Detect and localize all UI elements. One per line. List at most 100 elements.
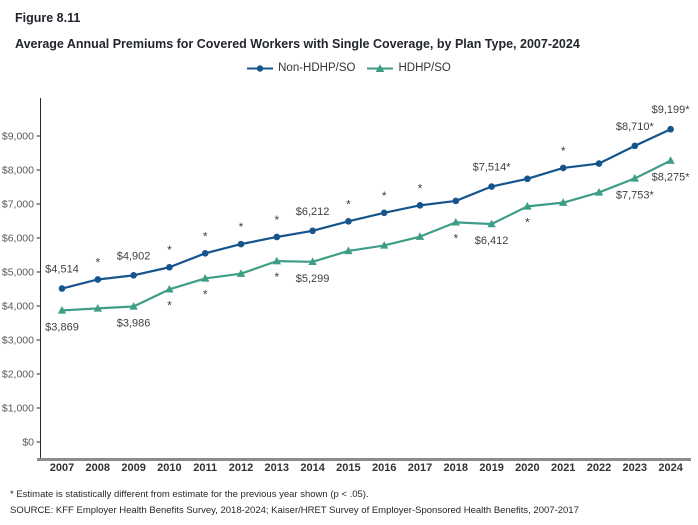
data-point [594,188,604,196]
legend: Non-HDHP/SO HDHP/SO [0,62,698,74]
significance-asterisk: * [525,215,530,229]
data-point-label: $6,412 [475,235,509,247]
x-year-label: 2009 [121,462,145,474]
x-year-label: 2021 [551,462,575,474]
significance-note: * Estimate is statistically different fr… [10,489,369,500]
y-tick-label: $5,000 [2,267,34,279]
data-point [345,218,352,225]
data-point [666,156,675,164]
data-point [524,175,531,183]
x-year-label: 2010 [157,462,181,474]
data-point [309,227,316,235]
data-point-label: $4,902 [117,250,151,262]
data-point [415,232,425,240]
line-triangle-marker-icon [367,63,394,72]
x-year-label: 2012 [229,462,253,474]
y-tick-label: $0 [22,437,34,449]
data-point [201,274,210,282]
y-tick-label: $1,000 [2,403,34,415]
x-year-label: 2019 [479,462,503,474]
data-point [595,160,603,167]
data-point-label: $7,514* [473,162,512,174]
data-point [488,183,495,190]
data-point [93,303,102,312]
x-year-label: 2011 [193,462,217,474]
x-year-label: 2023 [623,462,647,474]
data-point [380,209,388,217]
x-year-label: 2008 [86,462,110,474]
y-tick-label: $4,000 [2,301,34,313]
data-point [630,173,639,182]
x-year-label: 2007 [50,462,74,474]
data-point [236,269,246,277]
data-point-label: $7,753* [616,189,655,201]
x-year-label: 2020 [515,462,539,474]
data-point [631,142,639,150]
data-point [201,250,209,257]
data-point-label: $3,986 [117,317,151,329]
y-tick-label: $3,000 [2,335,34,347]
chart-title: Average Annual Premiums for Covered Work… [15,37,580,51]
data-point-label: $8,710* [616,121,655,133]
x-year-label: 2018 [444,462,468,474]
significance-asterisk: * [561,144,566,158]
x-year-label: 2022 [587,462,611,474]
x-year-label: 2017 [408,462,432,474]
x-year-label: 2014 [300,462,325,474]
significance-asterisk: * [167,298,172,312]
data-point [523,201,532,210]
significance-asterisk: * [203,287,208,301]
significance-asterisk: * [274,270,279,284]
legend-item-non-hdhp-so: Non-HDHP/SO [247,62,355,74]
data-point [237,240,245,248]
data-point-label: $6,212 [296,206,330,218]
data-point [452,197,460,205]
data-point [272,256,281,265]
data-point [380,241,389,249]
line-circle-marker-icon [247,64,274,72]
data-point-label: $5,299 [296,273,330,285]
significance-asterisk: * [239,220,244,234]
significance-asterisk: * [382,189,387,203]
data-point [166,263,173,271]
data-point [273,233,281,241]
series-line-hdhp-so [61,159,672,312]
significance-asterisk: * [95,255,100,269]
significance-asterisk: * [203,229,208,243]
data-point-label: $4,514 [45,264,79,276]
series-line-non-hdhp-so [61,128,672,290]
significance-asterisk: * [453,231,458,245]
data-point-label: $9,199* [652,104,691,116]
data-point [165,284,174,293]
data-point [94,276,102,283]
legend-label: Non-HDHP/SO [278,62,356,74]
x-year-label: 2013 [265,462,289,474]
data-point [559,198,568,206]
significance-asterisk: * [167,243,172,257]
y-tick-label: $2,000 [2,369,34,381]
x-year-label: 2016 [372,462,396,474]
data-point [451,217,460,226]
x-year-label: 2015 [336,462,360,474]
source-note: SOURCE: KFF Employer Health Benefits Sur… [10,505,579,516]
y-tick-label: $9,000 [2,131,34,143]
data-point [344,246,353,255]
data-point [130,272,137,279]
data-point [667,125,674,133]
data-point [58,285,66,292]
data-point-label: $3,869 [45,321,79,333]
x-year-label: 2024 [658,462,683,474]
data-point [308,257,317,266]
y-tick-label: $6,000 [2,233,34,245]
figure-label: Figure 8.11 [15,11,81,25]
significance-asterisk: * [418,181,423,195]
legend-label: HDHP/SO [398,62,451,74]
data-point [416,202,424,209]
footnotes: * Estimate is statistically different fr… [10,487,579,519]
y-tick-label: $7,000 [2,199,34,211]
data-point [487,219,496,228]
significance-asterisk: * [346,197,351,211]
data-point-label: $8,275* [652,172,691,184]
